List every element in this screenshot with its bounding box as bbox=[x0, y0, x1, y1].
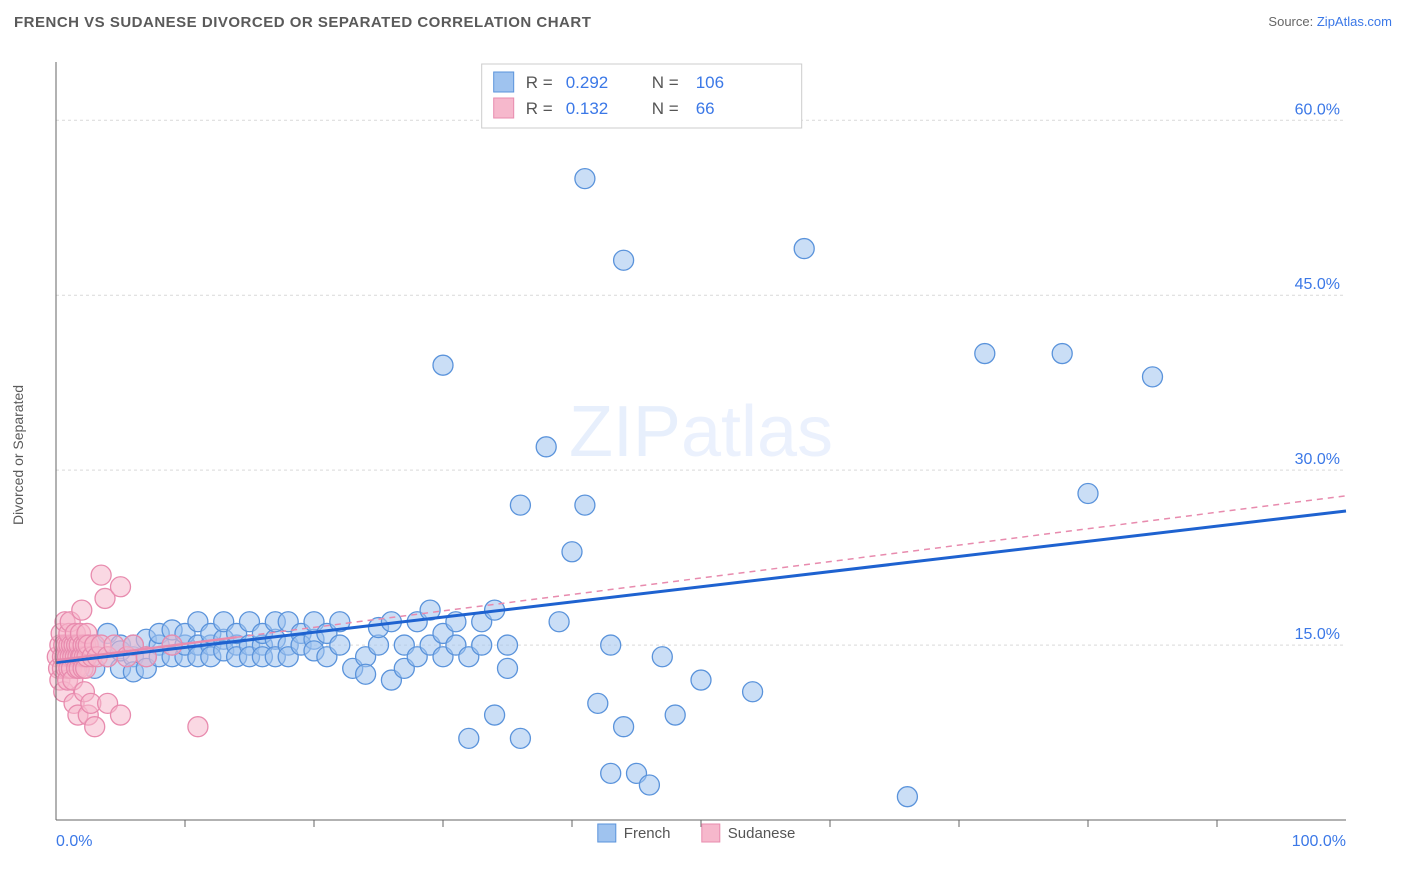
x-min-label: 0.0% bbox=[56, 833, 92, 850]
legend-swatch bbox=[702, 824, 720, 842]
y-tick-label: 60.0% bbox=[1295, 101, 1340, 118]
scatter-point bbox=[111, 705, 131, 725]
scatter-point bbox=[433, 355, 453, 375]
scatter-point bbox=[510, 728, 530, 748]
scatter-point bbox=[85, 717, 105, 737]
scatter-point bbox=[562, 542, 582, 562]
scatter-point bbox=[575, 169, 595, 189]
scatter-point bbox=[794, 239, 814, 259]
legend-swatch bbox=[598, 824, 616, 842]
legend-r-value: 0.132 bbox=[566, 99, 609, 118]
trend-line bbox=[56, 511, 1346, 663]
scatter-point bbox=[91, 565, 111, 585]
scatter-point bbox=[614, 717, 634, 737]
y-tick-label: 45.0% bbox=[1295, 276, 1340, 293]
scatter-point bbox=[549, 612, 569, 632]
legend-series-label: French bbox=[624, 825, 671, 842]
scatter-point bbox=[601, 763, 621, 783]
scatter-point bbox=[356, 664, 376, 684]
legend-series-label: Sudanese bbox=[728, 825, 796, 842]
scatter-point bbox=[498, 635, 518, 655]
correlation-scatter-chart: 15.0% 30.0% 45.0% 60.0% ZIPatlas 0.0% 100.0% R … bbox=[36, 50, 1386, 860]
watermark: ZIPatlas bbox=[569, 392, 833, 472]
legend-swatch bbox=[494, 98, 514, 118]
scatter-point bbox=[614, 250, 634, 270]
legend-swatch bbox=[494, 72, 514, 92]
trend-line bbox=[237, 496, 1346, 637]
scatter-point bbox=[510, 495, 530, 515]
legend-n-value: 66 bbox=[696, 99, 715, 118]
scatter-point bbox=[1078, 483, 1098, 503]
scatter-point bbox=[588, 693, 608, 713]
chart-title: FRENCH VS SUDANESE DIVORCED OR SEPARATED… bbox=[14, 14, 591, 31]
scatter-point bbox=[498, 658, 518, 678]
scatter-point bbox=[743, 682, 763, 702]
legend-r-value: 0.292 bbox=[566, 73, 609, 92]
scatter-point bbox=[691, 670, 711, 690]
legend-r-label: R = bbox=[526, 73, 553, 92]
scatter-point bbox=[639, 775, 659, 795]
scatter-point bbox=[72, 600, 92, 620]
legend-n-label: N = bbox=[652, 99, 679, 118]
scatter-point bbox=[111, 577, 131, 597]
scatter-point bbox=[459, 728, 479, 748]
scatter-point bbox=[536, 437, 556, 457]
scatter-point bbox=[897, 787, 917, 807]
x-max-label: 100.0% bbox=[1292, 833, 1346, 850]
scatter-point bbox=[601, 635, 621, 655]
legend-r-label: R = bbox=[526, 99, 553, 118]
y-axis-label: Divorced or Separated bbox=[10, 385, 26, 525]
source-attribution: Source: ZipAtlas.com bbox=[1268, 14, 1392, 29]
source-link[interactable]: ZipAtlas.com bbox=[1317, 14, 1392, 29]
scatter-point bbox=[472, 635, 492, 655]
legend-n-value: 106 bbox=[696, 73, 724, 92]
scatter-point bbox=[1143, 367, 1163, 387]
scatter-point bbox=[652, 647, 672, 667]
legend-n-label: N = bbox=[652, 73, 679, 92]
scatter-point bbox=[330, 635, 350, 655]
y-tick-label: 30.0% bbox=[1295, 451, 1340, 468]
scatter-point bbox=[575, 495, 595, 515]
scatter-point bbox=[485, 705, 505, 725]
scatter-point bbox=[188, 717, 208, 737]
scatter-point bbox=[975, 344, 995, 364]
scatter-point bbox=[665, 705, 685, 725]
scatter-point bbox=[1052, 344, 1072, 364]
source-label: Source: bbox=[1268, 14, 1313, 29]
y-tick-label: 15.0% bbox=[1295, 626, 1340, 643]
